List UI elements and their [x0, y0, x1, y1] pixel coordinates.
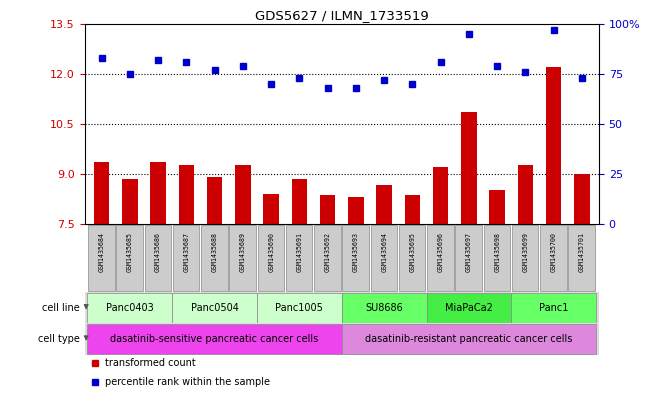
FancyBboxPatch shape [229, 225, 256, 291]
Bar [490, 190, 505, 224]
Bar [574, 174, 590, 224]
Text: GSM1435694: GSM1435694 [381, 232, 387, 272]
FancyBboxPatch shape [173, 225, 199, 291]
Bar [376, 185, 392, 224]
Text: GSM1435693: GSM1435693 [353, 232, 359, 272]
Text: GSM1435699: GSM1435699 [523, 232, 529, 272]
Text: GSM1435687: GSM1435687 [184, 232, 189, 272]
Text: GSM1435688: GSM1435688 [212, 232, 217, 272]
FancyBboxPatch shape [568, 225, 595, 291]
Text: GSM1435695: GSM1435695 [409, 232, 415, 272]
FancyBboxPatch shape [511, 293, 596, 323]
Text: GSM1435701: GSM1435701 [579, 232, 585, 272]
Text: dasatinib-resistant pancreatic cancer cells: dasatinib-resistant pancreatic cancer ce… [365, 334, 573, 344]
Bar [518, 165, 533, 224]
Text: GSM1435697: GSM1435697 [466, 232, 472, 272]
FancyBboxPatch shape [426, 293, 511, 323]
Text: cell line: cell line [42, 303, 79, 313]
Bar [264, 193, 279, 224]
Bar [320, 195, 335, 224]
Text: GSM1435685: GSM1435685 [127, 232, 133, 272]
Bar [150, 162, 166, 224]
Bar [433, 167, 449, 224]
Bar [405, 195, 420, 224]
Bar [348, 197, 364, 224]
FancyBboxPatch shape [427, 225, 454, 291]
FancyBboxPatch shape [286, 225, 312, 291]
Bar [178, 165, 194, 224]
FancyBboxPatch shape [258, 225, 284, 291]
FancyBboxPatch shape [145, 225, 171, 291]
FancyBboxPatch shape [512, 225, 538, 291]
Bar [207, 177, 223, 224]
FancyBboxPatch shape [314, 225, 340, 291]
Bar [122, 178, 137, 224]
Bar [94, 162, 109, 224]
Bar [235, 165, 251, 224]
FancyBboxPatch shape [370, 225, 397, 291]
FancyBboxPatch shape [399, 225, 425, 291]
Text: GSM1435689: GSM1435689 [240, 232, 246, 272]
FancyBboxPatch shape [117, 225, 143, 291]
Text: GSM1435690: GSM1435690 [268, 232, 274, 272]
Bar [292, 178, 307, 224]
Text: SU8686: SU8686 [365, 303, 403, 313]
Text: GSM1435696: GSM1435696 [437, 232, 444, 272]
Text: MiaPaCa2: MiaPaCa2 [445, 303, 493, 313]
FancyBboxPatch shape [484, 225, 510, 291]
Text: Panc1005: Panc1005 [275, 303, 324, 313]
Text: GSM1435686: GSM1435686 [155, 232, 161, 272]
Text: Panc1: Panc1 [539, 303, 568, 313]
Bar [546, 67, 561, 224]
FancyBboxPatch shape [257, 293, 342, 323]
FancyBboxPatch shape [88, 225, 115, 291]
FancyBboxPatch shape [87, 324, 342, 354]
Text: GSM1435691: GSM1435691 [296, 232, 302, 272]
FancyBboxPatch shape [87, 293, 173, 323]
FancyBboxPatch shape [201, 225, 228, 291]
Text: Panc0504: Panc0504 [191, 303, 238, 313]
FancyBboxPatch shape [173, 293, 257, 323]
Text: percentile rank within the sample: percentile rank within the sample [105, 377, 270, 387]
Text: transformed count: transformed count [105, 358, 196, 368]
FancyBboxPatch shape [342, 225, 369, 291]
FancyBboxPatch shape [342, 324, 596, 354]
Text: GSM1435692: GSM1435692 [325, 232, 331, 272]
FancyBboxPatch shape [455, 225, 482, 291]
Text: Panc0403: Panc0403 [106, 303, 154, 313]
Bar [461, 112, 477, 224]
Text: cell type: cell type [38, 334, 79, 344]
FancyBboxPatch shape [342, 293, 426, 323]
Text: dasatinib-sensitive pancreatic cancer cells: dasatinib-sensitive pancreatic cancer ce… [111, 334, 319, 344]
Text: GSM1435684: GSM1435684 [98, 232, 105, 272]
FancyBboxPatch shape [540, 225, 567, 291]
Text: GSM1435698: GSM1435698 [494, 232, 500, 272]
Text: GSM1435700: GSM1435700 [551, 232, 557, 272]
Title: GDS5627 / ILMN_1733519: GDS5627 / ILMN_1733519 [255, 9, 428, 22]
